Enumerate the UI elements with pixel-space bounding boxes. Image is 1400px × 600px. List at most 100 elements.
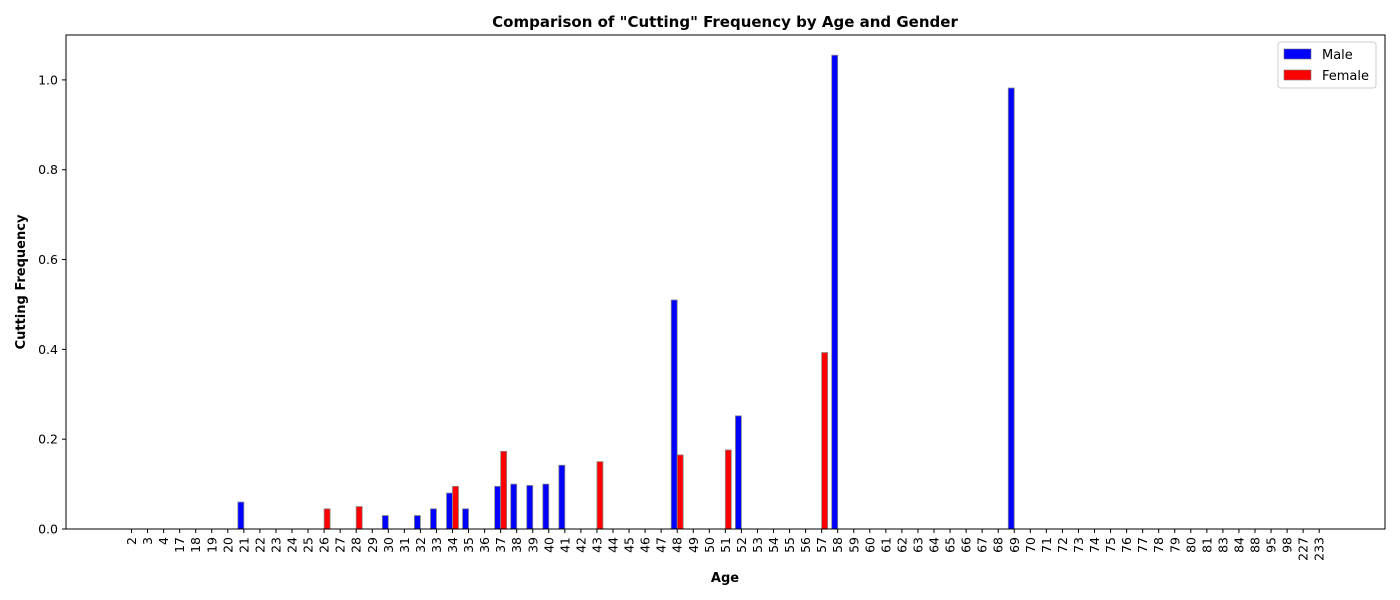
- x-tick-label: 49: [686, 537, 701, 553]
- x-tick-label: 62: [894, 537, 909, 553]
- x-tick-label: 30: [381, 537, 396, 553]
- x-tick-label: 2: [124, 537, 139, 545]
- x-tick-label: 83: [1215, 537, 1230, 553]
- x-tick-label: 37: [493, 537, 508, 553]
- x-tick-label: 79: [1167, 537, 1182, 553]
- x-tick-label: 3: [140, 537, 155, 545]
- x-tick-label: 57: [814, 537, 829, 553]
- y-axis: 0.0 0.2 0.4 0.6 0.8 1.0: [38, 72, 66, 537]
- x-tick-label: 31: [397, 537, 412, 553]
- x-tick-label: 55: [782, 537, 797, 553]
- x-tick-label: 68: [991, 537, 1006, 553]
- legend: Male Female: [1277, 41, 1377, 89]
- legend-swatch-female: [1283, 69, 1312, 81]
- x-tick-label: 28: [349, 537, 364, 553]
- bar-female-age-34: [452, 485, 459, 530]
- x-tick-label: 80: [1183, 537, 1198, 553]
- bar-female-age-37: [500, 450, 508, 530]
- x-tick-label: 45: [622, 537, 637, 553]
- bar-male-age-69: [1007, 87, 1015, 530]
- x-tick-label: 38: [509, 537, 524, 553]
- bar-female-age-43: [596, 461, 604, 530]
- bar-male-age-37: [494, 485, 502, 530]
- x-tick-label: 77: [1135, 537, 1150, 553]
- x-tick-label: 41: [557, 537, 572, 553]
- x-tick-label: 21: [236, 537, 251, 553]
- bar-male-age-30: [381, 515, 389, 530]
- bar-male-age-33: [430, 508, 437, 530]
- x-tick-label: 19: [204, 537, 219, 553]
- bar-male-age-41: [558, 464, 566, 530]
- x-tick-label: 25: [301, 537, 316, 553]
- x-tick-label: 42: [573, 537, 588, 553]
- x-tick-label: 78: [1151, 537, 1166, 553]
- bar-male-age-58: [831, 54, 839, 530]
- x-axis-label: Age: [711, 571, 739, 586]
- x-tick-label: 75: [1103, 537, 1118, 553]
- chart-title: Comparison of "Cutting" Frequency by Age…: [492, 13, 958, 31]
- y-tick-label: 0.2: [38, 432, 58, 447]
- legend-label-male: Male: [1322, 48, 1353, 63]
- x-tick-label: 40: [541, 537, 556, 553]
- bar-male-age-32: [413, 515, 421, 530]
- x-tick-label: 59: [846, 537, 861, 553]
- x-tick-label: 17: [172, 537, 187, 553]
- x-tick-label: 95: [1264, 537, 1279, 553]
- x-tick-label: 60: [862, 537, 877, 553]
- bars-layer: [237, 54, 1015, 530]
- x-tick-label: 47: [654, 537, 669, 553]
- x-tick-label: 44: [606, 537, 621, 553]
- x-tick-label: 46: [638, 537, 653, 553]
- bar-female-age-48: [676, 454, 684, 530]
- x-tick-label: 69: [1007, 537, 1022, 553]
- x-tick-label: 98: [1280, 537, 1295, 553]
- bar-male-age-35: [462, 508, 469, 530]
- x-tick-label: 51: [718, 537, 733, 553]
- x-tick-label: 65: [943, 537, 958, 553]
- x-tick-label: 64: [927, 537, 942, 553]
- x-tick-label: 66: [959, 537, 974, 553]
- x-tick-label: 26: [317, 537, 332, 553]
- bar-female-age-57: [821, 352, 829, 530]
- bar-male-age-48: [670, 299, 678, 530]
- x-tick-label: 227: [1296, 537, 1311, 561]
- bar-male-age-52: [735, 415, 742, 530]
- x-tick-label: 20: [220, 537, 235, 553]
- x-tick-label: 71: [1039, 537, 1054, 553]
- x-tick-label: 33: [429, 537, 444, 553]
- x-tick-label: 35: [461, 537, 476, 553]
- x-tick-label: 53: [750, 537, 765, 553]
- x-tick-label: 73: [1071, 537, 1086, 553]
- x-tick-label: 81: [1199, 537, 1214, 553]
- bar-female-age-26: [323, 508, 331, 530]
- x-tick-label: 18: [188, 537, 203, 553]
- bar-male-age-39: [526, 485, 534, 530]
- bar-male-age-40: [542, 483, 550, 530]
- x-tick-label: 48: [670, 537, 685, 553]
- x-tick-label: 233: [1312, 537, 1327, 561]
- x-tick-label: 22: [252, 537, 267, 553]
- y-tick-label: 1.0: [38, 72, 58, 87]
- x-tick-label: 29: [365, 537, 380, 553]
- x-tick-label: 4: [156, 537, 171, 545]
- y-tick-label: 0.8: [38, 162, 58, 177]
- x-tick-label: 39: [525, 537, 540, 553]
- x-tick-label: 74: [1087, 537, 1102, 553]
- x-tick-label: 76: [1119, 537, 1134, 553]
- x-tick-label: 24: [285, 537, 300, 553]
- x-tick-label: 88: [1248, 537, 1263, 553]
- x-tick-label: 36: [477, 537, 492, 553]
- y-axis-label: Cutting Frequency: [14, 214, 29, 349]
- x-tick-label: 54: [766, 537, 781, 553]
- x-tick-label: 63: [910, 537, 925, 553]
- x-tick-label: 58: [830, 537, 845, 553]
- bar-female-age-28: [355, 506, 363, 530]
- x-axis: 2 3 4 17 18 19 20 21 22 23 24 25 26 27 28 29 30 31 32 33 34 3…: [124, 529, 1327, 561]
- x-tick-label: 67: [975, 537, 990, 553]
- bar-male-age-38: [510, 483, 518, 530]
- x-tick-label: 84: [1231, 537, 1246, 553]
- x-tick-label: 34: [445, 537, 460, 553]
- legend-swatch-male: [1283, 48, 1312, 60]
- y-tick-label: 0.4: [38, 342, 58, 357]
